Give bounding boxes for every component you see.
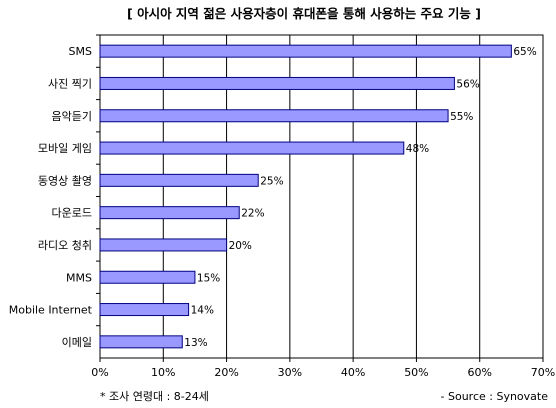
bar xyxy=(99,109,449,123)
bar xyxy=(99,141,405,155)
x-tick-label: 50% xyxy=(404,366,428,379)
data-label: 25% xyxy=(260,175,283,187)
category-label: 사진 찍기 xyxy=(48,77,92,90)
data-label: 15% xyxy=(197,272,220,284)
x-tick-label: 30% xyxy=(278,366,302,379)
data-labels: 65% 56% 55% 48% 25% 22% 20% 15% 14% 13% xyxy=(184,46,536,349)
bars xyxy=(99,44,512,349)
category-label: 모바일 게임 xyxy=(38,141,92,155)
bar xyxy=(99,238,228,252)
data-label: 13% xyxy=(184,337,207,349)
footnote: * 조사 연령대 : 8-24세 xyxy=(100,390,209,403)
bar xyxy=(99,206,240,220)
bar xyxy=(99,270,196,284)
category-label: SMS xyxy=(69,45,92,58)
source-note: - Source : Synovate xyxy=(441,390,549,403)
category-label: MMS xyxy=(66,271,92,284)
category-label: Mobile Internet xyxy=(9,304,93,317)
data-label: 56% xyxy=(456,78,479,90)
category-label: 음악듣기 xyxy=(52,110,92,123)
bar xyxy=(99,303,190,317)
x-tick-label: 0% xyxy=(91,366,108,379)
category-label: 이메일 xyxy=(62,335,92,349)
data-label: 65% xyxy=(513,46,536,58)
category-label: 동영상 촬영 xyxy=(38,174,92,187)
bar xyxy=(99,76,455,90)
x-tick-labels: 0% 10% 20% 30% 40% 50% 60% 70% xyxy=(91,366,555,379)
bar xyxy=(99,335,183,349)
data-label: 14% xyxy=(191,305,214,317)
x-tick-label: 20% xyxy=(214,366,238,379)
data-label: 48% xyxy=(406,143,429,155)
data-label: 20% xyxy=(229,240,252,252)
x-tick-label: 10% xyxy=(151,366,175,379)
category-label: 라디오 청취 xyxy=(38,239,92,252)
chart-title: [ 아시아 지역 젊은 사용자층이 휴대폰을 통해 사용하는 주요 기능 ] xyxy=(127,6,481,21)
x-tick-label: 40% xyxy=(341,366,365,379)
bar xyxy=(99,44,512,58)
x-tick-label: 60% xyxy=(467,366,491,379)
bar xyxy=(99,173,259,187)
data-label: 55% xyxy=(450,111,473,123)
x-tick-label: 70% xyxy=(531,366,555,379)
category-label: 다운로드 xyxy=(52,207,92,220)
data-label: 22% xyxy=(241,208,264,220)
